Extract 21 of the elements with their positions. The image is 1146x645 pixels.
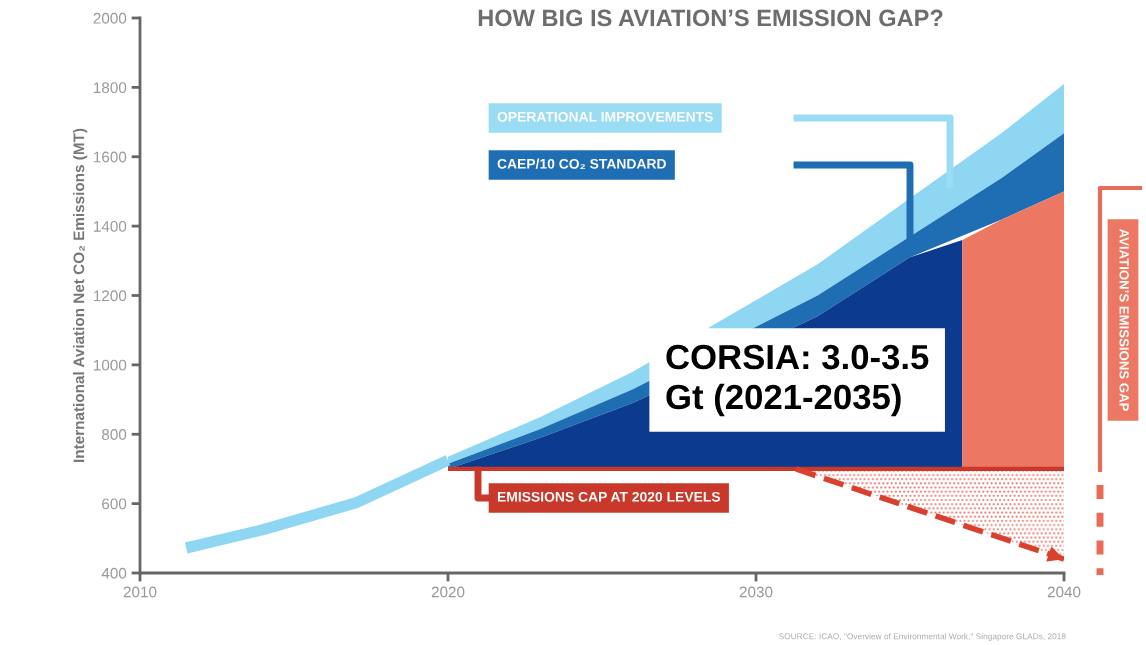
x-tick-label: 2030 [739, 586, 773, 598]
y-axis-title: International Aviation Net CO₂ Emissions (MT) [73, 128, 88, 462]
y-tick-label: 1400 [93, 220, 127, 232]
y-tick-label: 1200 [93, 290, 127, 302]
text: CAEP/10 CO₂ STANDARD [497, 158, 666, 170]
y-tick-label: 400 [101, 567, 127, 579]
text: OPERATIONAL IMPROVEMENTS [497, 111, 713, 122]
x-tick-label: 2010 [123, 586, 157, 598]
chart-title: HOW BIG IS AVIATION’S EMISSION GAP? [478, 9, 943, 27]
annotation: CORSIA: 3.0-3.5 Gt (2021-2035) [666, 344, 929, 417]
y-tick-label: 1800 [93, 82, 127, 94]
source-note: SOURCE: ICAO, "Overview of Environmental Work," Singapore GLADs, 2018 [779, 633, 1066, 641]
y-tick-label: 2000 [93, 12, 127, 24]
text: AVIATION’S EMISSIONS GAP [1119, 228, 1129, 411]
y-tick-label: 600 [102, 498, 127, 510]
x-tick-label: 2040 [1047, 586, 1081, 598]
y-tick-label: 800 [101, 429, 127, 440]
x-tick-label: 2020 [431, 586, 465, 598]
y-tick-label: 1600 [93, 151, 127, 163]
series-label: EMISSIONS CAP AT 2020 LEVELS [497, 491, 721, 502]
y-tick-label: 1000 [93, 359, 127, 371]
